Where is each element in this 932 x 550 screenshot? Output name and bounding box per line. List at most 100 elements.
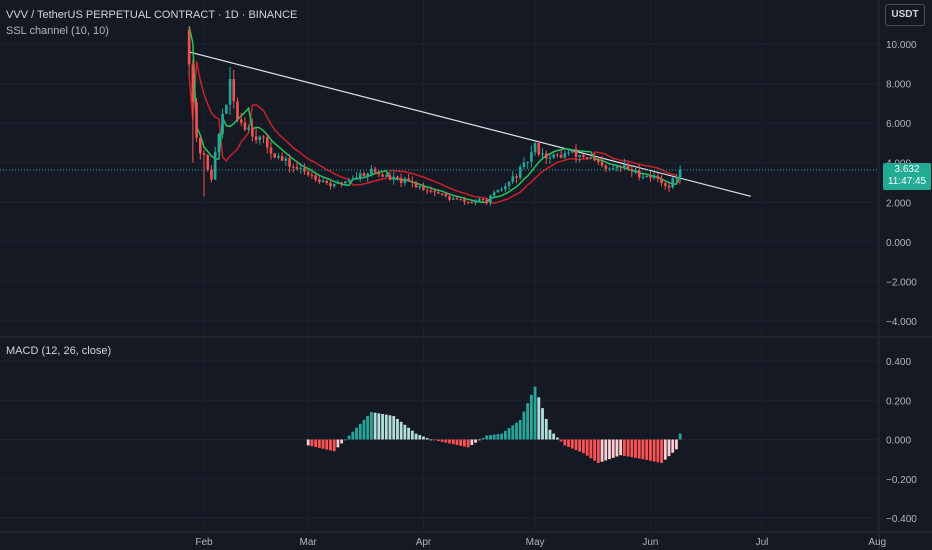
candle-body <box>318 179 321 183</box>
candle <box>578 154 582 163</box>
candle-body <box>355 177 358 179</box>
candle-body <box>213 152 217 180</box>
candle-body <box>195 102 198 138</box>
candle <box>251 118 254 142</box>
candle-body <box>585 157 589 159</box>
candle <box>221 108 224 139</box>
candle <box>611 164 615 171</box>
candle-body <box>299 168 303 170</box>
candle-body <box>489 195 492 203</box>
candle-body <box>522 162 526 167</box>
candle <box>645 175 648 178</box>
candle-body <box>228 78 232 105</box>
candle <box>295 160 299 171</box>
histogram-bar <box>667 439 671 457</box>
candle <box>388 172 392 181</box>
candle-body <box>288 158 291 167</box>
candle <box>489 194 492 206</box>
ssl-down-line <box>188 61 681 204</box>
candle-body <box>459 199 462 201</box>
histogram-bar <box>474 439 477 443</box>
candle <box>206 153 210 172</box>
candle-body <box>232 78 236 102</box>
histogram-bar <box>593 439 596 461</box>
time-tick-label: Jun <box>642 537 658 548</box>
time-tick-label: Apr <box>416 537 432 548</box>
candle <box>396 175 399 181</box>
histogram-bar <box>649 439 652 461</box>
histogram-bar <box>451 439 455 445</box>
histogram-bar <box>459 439 463 446</box>
candle-body <box>329 182 332 187</box>
candle-body <box>269 147 273 154</box>
candle-body <box>600 161 604 166</box>
bar-countdown: 11:47:45 <box>887 176 927 187</box>
histogram-bar <box>630 439 634 458</box>
histogram-bar <box>611 439 615 458</box>
candle <box>358 170 362 182</box>
candle <box>544 150 548 164</box>
candle <box>623 158 626 171</box>
candle-body <box>280 155 284 161</box>
candle-body <box>202 153 206 156</box>
currency-button[interactable]: USDT <box>885 4 925 26</box>
histogram-bar <box>332 439 336 452</box>
candle <box>597 156 600 166</box>
candle-body <box>541 153 544 155</box>
candle <box>198 136 202 160</box>
histogram-bar <box>418 435 422 440</box>
macd-tick-label: 0.200 <box>886 396 911 407</box>
histogram-bar <box>358 423 362 440</box>
histogram-bar <box>608 439 611 460</box>
histogram-bar <box>396 418 399 440</box>
candle-body <box>466 201 470 203</box>
candle-body <box>407 178 410 182</box>
candle-body <box>567 152 570 154</box>
macd-indicator-label[interactable]: MACD (12, 26, close) <box>6 345 112 357</box>
candle <box>407 173 410 182</box>
candle-body <box>433 190 436 193</box>
histogram-bar <box>652 439 656 462</box>
histogram-bar <box>433 439 437 441</box>
candle-body <box>623 164 626 168</box>
histogram-bar <box>663 439 667 460</box>
histogram-bar <box>422 436 425 440</box>
candle <box>481 198 485 202</box>
histogram-bar <box>306 439 310 446</box>
price-tick-label: 8.000 <box>886 80 911 91</box>
candle-body <box>265 137 269 148</box>
candle <box>202 150 206 197</box>
time-tick-label: Aug <box>868 537 886 548</box>
candle-body <box>675 177 678 179</box>
histogram-bar <box>489 435 492 440</box>
candle-body <box>284 158 288 161</box>
macd-histogram <box>306 386 682 464</box>
candle-body <box>388 175 392 180</box>
candle <box>228 67 232 115</box>
histogram-bar <box>645 439 649 460</box>
candle <box>329 181 332 190</box>
candle-body <box>634 170 637 172</box>
time-tick-label: Mar <box>300 537 318 548</box>
candle-body <box>247 127 250 130</box>
ssl-indicator-label[interactable]: SSL channel (10, 10) <box>6 25 109 37</box>
histogram-bar <box>336 439 340 448</box>
candle-body <box>597 160 600 162</box>
candle <box>366 172 369 182</box>
price-tick-label: −2.000 <box>886 277 917 288</box>
candle-body <box>637 170 641 178</box>
candle <box>492 190 496 198</box>
candle-body <box>556 154 559 156</box>
histogram-bar <box>503 430 507 440</box>
histogram-bar <box>678 433 682 440</box>
candle <box>504 183 507 193</box>
histogram-bar <box>481 437 485 440</box>
histogram-bar <box>403 424 407 440</box>
histogram-bar <box>518 419 522 440</box>
candle <box>299 163 303 174</box>
candle <box>262 135 265 144</box>
candle <box>321 176 325 183</box>
candle-body <box>477 199 481 203</box>
symbol-title[interactable]: VVV / TetherUS PERPETUAL CONTRACT · 1D ·… <box>6 9 298 21</box>
